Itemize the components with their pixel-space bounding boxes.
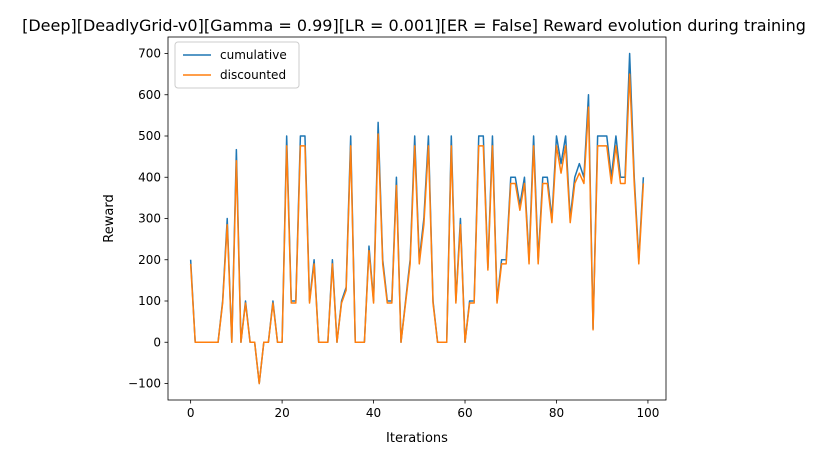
y-tick-label: 400 [138, 170, 161, 184]
x-tick-label: 100 [636, 406, 659, 420]
plot-area [189, 52, 645, 385]
chart-title: [Deep][DeadlyGrid-v0][Gamma = 0.99][LR =… [22, 16, 806, 35]
y-tick-label: 600 [138, 88, 161, 102]
y-tick-label: 300 [138, 212, 161, 226]
legend-label-cumulative: cumulative [220, 48, 287, 62]
y-axis-ticks: −100 0 100 200 300 400 500 600 700 [128, 47, 168, 391]
x-tick-label: 20 [274, 406, 289, 420]
y-tick-label: 0 [153, 335, 161, 349]
legend: cumulative discounted [174, 41, 300, 89]
y-tick-label: 100 [138, 294, 161, 308]
legend-box [174, 41, 300, 89]
y-tick-label: 200 [138, 253, 161, 267]
series-line-discounted [189, 73, 645, 385]
y-axis-label: Reward [102, 194, 117, 242]
legend-label-discounted: discounted [220, 68, 286, 82]
x-axis-ticks: 0 20 40 60 80 100 [187, 400, 659, 420]
x-tick-label: 60 [457, 406, 472, 420]
x-axis-label: Iterations [386, 431, 448, 446]
x-tick-label: 0 [187, 406, 195, 420]
y-tick-label: −100 [128, 377, 161, 391]
y-tick-label: 700 [138, 47, 161, 61]
x-tick-label: 80 [549, 406, 564, 420]
y-tick-label: 500 [138, 129, 161, 143]
x-tick-label: 40 [366, 406, 381, 420]
